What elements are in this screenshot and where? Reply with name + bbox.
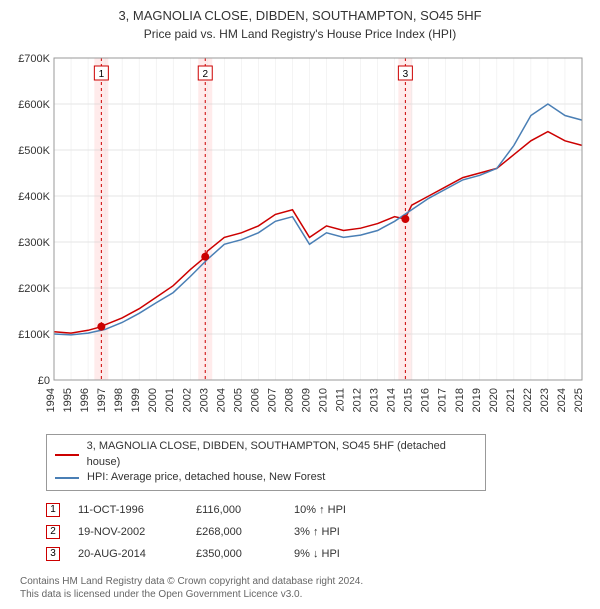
sale-price: £350,000	[196, 548, 276, 560]
svg-text:2007: 2007	[266, 388, 278, 412]
svg-text:2: 2	[202, 69, 208, 80]
sale-row: 1 11-OCT-1996 £116,000 10% ↑ HPI	[46, 499, 592, 521]
svg-text:2010: 2010	[318, 388, 330, 412]
svg-text:£700K: £700K	[18, 53, 50, 65]
svg-text:2004: 2004	[215, 388, 227, 412]
sale-marker-box: 1	[46, 503, 60, 517]
price-chart: £0 £100K £200K £300K £400K £500K £600K £700K 199…	[8, 48, 592, 428]
footnote-line: Contains HM Land Registry data © Crown c…	[20, 575, 592, 588]
svg-text:2011: 2011	[335, 388, 347, 412]
svg-text:2022: 2022	[522, 388, 534, 412]
svg-text:1: 1	[99, 69, 105, 80]
svg-text:2014: 2014	[386, 388, 398, 412]
svg-text:£0: £0	[38, 375, 50, 387]
svg-text:2012: 2012	[352, 388, 364, 412]
svg-text:2025: 2025	[573, 388, 585, 412]
svg-text:£300K: £300K	[18, 237, 50, 249]
sale-row: 2 19-NOV-2002 £268,000 3% ↑ HPI	[46, 521, 592, 543]
svg-text:1998: 1998	[113, 388, 125, 412]
legend-item: 3, MAGNOLIA CLOSE, DIBDEN, SOUTHAMPTON, …	[55, 439, 477, 470]
sale-row: 3 20-AUG-2014 £350,000 9% ↓ HPI	[46, 543, 592, 565]
svg-text:2009: 2009	[300, 388, 312, 412]
svg-text:2023: 2023	[539, 388, 551, 412]
svg-text:£200K: £200K	[18, 283, 50, 295]
sale-date: 19-NOV-2002	[78, 526, 178, 538]
svg-text:£600K: £600K	[18, 99, 50, 111]
chart-svg: £0 £100K £200K £300K £400K £500K £600K £700K 199…	[8, 48, 592, 428]
sale-date: 11-OCT-1996	[78, 504, 178, 516]
sale-delta: 10% ↑ HPI	[294, 504, 394, 516]
sale-price: £116,000	[196, 504, 276, 516]
footnote: Contains HM Land Registry data © Crown c…	[20, 575, 592, 601]
svg-text:1997: 1997	[96, 388, 108, 412]
svg-text:1996: 1996	[79, 388, 91, 412]
svg-text:2024: 2024	[556, 388, 568, 412]
sale-delta: 3% ↑ HPI	[294, 526, 394, 538]
legend-label: HPI: Average price, detached house, New …	[87, 470, 325, 485]
chart-title: 3, MAGNOLIA CLOSE, DIBDEN, SOUTHAMPTON, …	[8, 8, 592, 25]
svg-text:2000: 2000	[147, 388, 159, 412]
svg-text:£500K: £500K	[18, 145, 50, 157]
legend-item: HPI: Average price, detached house, New …	[55, 470, 477, 485]
svg-text:2013: 2013	[369, 388, 381, 412]
sale-date: 20-AUG-2014	[78, 548, 178, 560]
svg-text:£400K: £400K	[18, 191, 50, 203]
svg-text:1994: 1994	[45, 388, 57, 412]
sale-marker-box: 2	[46, 525, 60, 539]
svg-text:2003: 2003	[198, 388, 210, 412]
chart-title-block: 3, MAGNOLIA CLOSE, DIBDEN, SOUTHAMPTON, …	[8, 8, 592, 42]
svg-text:£100K: £100K	[18, 329, 50, 341]
svg-text:2020: 2020	[488, 388, 500, 412]
svg-text:2005: 2005	[232, 388, 244, 412]
svg-text:2008: 2008	[283, 388, 295, 412]
svg-text:2006: 2006	[249, 388, 261, 412]
svg-text:2002: 2002	[181, 388, 193, 412]
svg-text:2016: 2016	[420, 388, 432, 412]
svg-text:1995: 1995	[62, 388, 74, 412]
legend-swatch	[55, 477, 79, 479]
svg-text:2001: 2001	[164, 388, 176, 412]
svg-text:2019: 2019	[471, 388, 483, 412]
sale-marker-box: 3	[46, 547, 60, 561]
legend: 3, MAGNOLIA CLOSE, DIBDEN, SOUTHAMPTON, …	[46, 434, 486, 490]
sale-price: £268,000	[196, 526, 276, 538]
svg-text:2017: 2017	[437, 388, 449, 412]
svg-text:3: 3	[403, 69, 409, 80]
svg-text:2018: 2018	[454, 388, 466, 412]
chart-subtitle: Price paid vs. HM Land Registry's House …	[8, 27, 592, 43]
sale-delta: 9% ↓ HPI	[294, 548, 394, 560]
svg-text:2015: 2015	[403, 388, 415, 412]
svg-text:2021: 2021	[505, 388, 517, 412]
legend-label: 3, MAGNOLIA CLOSE, DIBDEN, SOUTHAMPTON, …	[87, 439, 477, 470]
legend-swatch	[55, 454, 79, 456]
svg-text:1999: 1999	[130, 388, 142, 412]
sales-table: 1 11-OCT-1996 £116,000 10% ↑ HPI 2 19-NOV-200…	[46, 499, 592, 565]
